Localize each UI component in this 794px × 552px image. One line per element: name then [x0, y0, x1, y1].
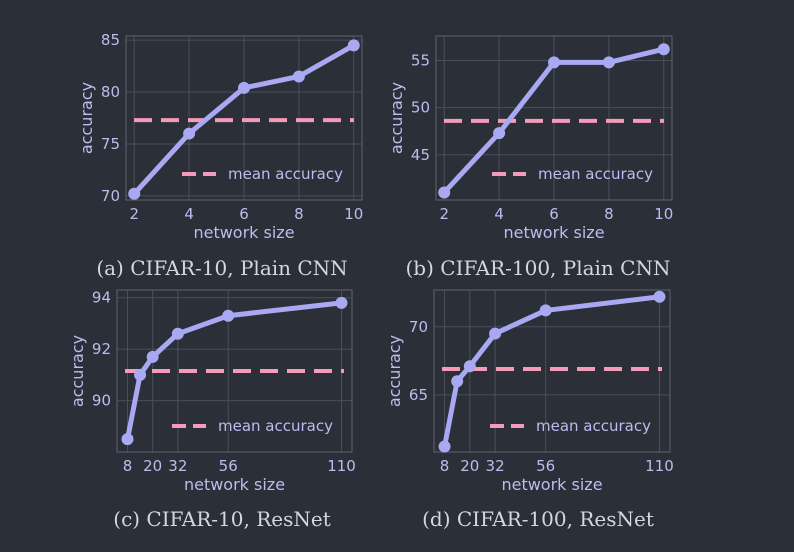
chart-panel-1: 2 4 6 8 10 70 75 80 85 network size accuracy mean a… [77, 31, 363, 280]
y-axis-label: accuracy [387, 82, 406, 154]
data-point [489, 327, 502, 340]
axes-frame [435, 35, 673, 201]
chart-panel-2: 2 4 6 8 10 45 50 55 network size accuracy mean acc… [387, 35, 673, 280]
data-point [653, 290, 666, 303]
data-point [657, 43, 670, 56]
data-point [539, 304, 552, 317]
accuracy-series-line [124, 300, 345, 442]
x-tick-label: 2 [439, 205, 449, 223]
x-tick-label: 20 [143, 457, 162, 475]
axes-frame [116, 289, 353, 453]
data-point [128, 187, 141, 200]
chart-panel-3: 8 20 32 56 110 90 92 94 network size accuracy mean… [68, 289, 356, 531]
x-tick-label: 6 [239, 205, 249, 223]
y-axis-label: accuracy [68, 335, 87, 407]
y-tick-label: 92 [92, 340, 111, 358]
x-axis-label: network size [501, 475, 602, 494]
x-tick-label: 4 [184, 205, 194, 223]
y-axis-label: accuracy [77, 82, 96, 154]
data-point [602, 56, 615, 69]
data-point [347, 39, 360, 52]
data-point [438, 440, 451, 453]
x-tick-label: 8 [123, 457, 133, 475]
x-tick-label: 32 [486, 457, 505, 475]
x-tick-label: 4 [494, 205, 504, 223]
legend-label: mean accuracy [538, 165, 653, 183]
x-tick-label: 110 [645, 457, 674, 475]
legend-label: mean accuracy [218, 417, 333, 435]
axes-frame [125, 35, 363, 201]
data-point [121, 433, 134, 446]
y-tick-label: 85 [101, 31, 120, 49]
y-tick-label: 55 [411, 52, 430, 70]
data-point [222, 309, 235, 322]
data-point [292, 70, 305, 83]
legend-label: mean accuracy [228, 165, 343, 183]
data-point [493, 127, 506, 140]
axes-frame [433, 289, 671, 453]
x-tick-label: 20 [460, 457, 479, 475]
y-tick-label: 75 [101, 135, 120, 153]
y-tick-label: 65 [409, 386, 428, 404]
x-tick-label: 56 [219, 457, 238, 475]
y-tick-label: 50 [411, 99, 430, 117]
x-tick-label: 8 [440, 457, 450, 475]
data-point [335, 296, 348, 309]
chart-panel-4: 8 20 32 56 110 65 70 network size accuracy mean a… [385, 289, 674, 531]
subfigure-caption: (c) CIFAR-10, ResNet [113, 507, 330, 531]
subfigure-caption: (a) CIFAR-10, Plain CNN [96, 256, 347, 280]
data-point [451, 375, 464, 388]
x-tick-label: 110 [327, 457, 356, 475]
y-tick-label: 45 [411, 146, 430, 164]
x-axis-label: network size [503, 223, 604, 242]
legend-label: mean accuracy [536, 417, 651, 435]
x-tick-label: 10 [344, 205, 363, 223]
y-tick-label: 94 [92, 289, 111, 307]
x-tick-label: 2 [129, 205, 139, 223]
data-point [238, 81, 250, 94]
y-axis-label: accuracy [385, 335, 404, 407]
data-point [146, 350, 159, 363]
data-point [463, 360, 476, 373]
x-tick-label: 32 [168, 457, 187, 475]
x-axis-label: network size [184, 475, 285, 494]
y-tick-label: 70 [409, 318, 428, 336]
y-tick-label: 90 [92, 392, 111, 410]
data-point [183, 127, 196, 140]
x-axis-label: network size [193, 223, 294, 242]
x-tick-label: 6 [549, 205, 559, 223]
x-tick-label: 10 [654, 205, 673, 223]
data-point [134, 368, 147, 381]
data-point [171, 327, 184, 340]
x-tick-label: 8 [604, 205, 614, 223]
data-point [548, 56, 560, 69]
y-tick-label: 70 [101, 187, 120, 205]
y-tick-label: 80 [101, 83, 120, 101]
subfigure-caption: (d) CIFAR-100, ResNet [422, 507, 654, 531]
x-tick-label: 8 [294, 205, 304, 223]
data-point [438, 186, 451, 199]
accuracy-series-line [442, 294, 662, 450]
subfigure-caption: (b) CIFAR-100, Plain CNN [406, 256, 671, 280]
x-tick-label: 56 [536, 457, 555, 475]
